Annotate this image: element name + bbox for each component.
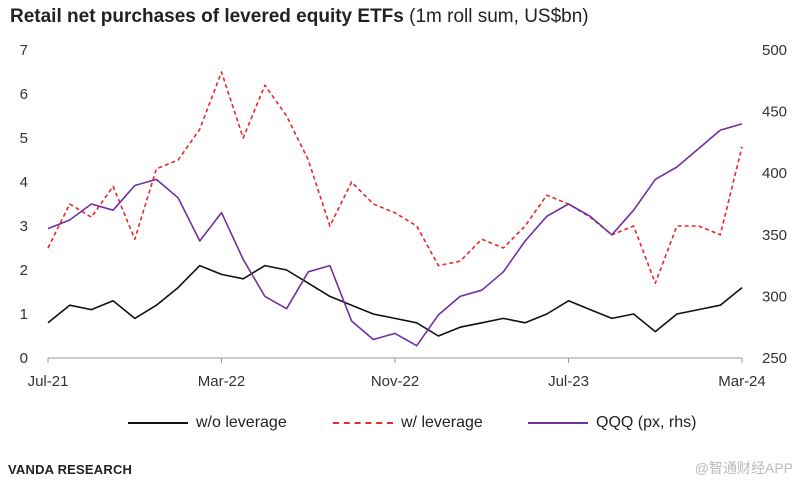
legend-item-without-leverage: w/o leverage <box>128 414 287 432</box>
right-y-axis: 250 300 350 400 450 500 <box>762 42 787 367</box>
legend-label: QQQ (px, rhs) <box>596 414 697 431</box>
legend-label: w/ leverage <box>401 414 483 431</box>
right-y-tick-label: 250 <box>762 350 787 367</box>
legend-swatch-black <box>128 422 188 424</box>
left-y-tick-label: 0 <box>20 350 28 367</box>
left-y-tick-label: 3 <box>20 218 28 235</box>
legend-swatch-red <box>333 422 393 424</box>
legend-swatch-purple <box>528 422 588 424</box>
legend: w/o leverage w/ leverage QQQ (px, rhs) <box>0 414 805 438</box>
x-axis: Jul-21 Mar-22 Nov-22 Jul-23 Mar-24 <box>28 357 766 390</box>
legend-label: w/o leverage <box>196 414 287 431</box>
left-y-tick-label: 7 <box>20 42 28 59</box>
x-tick-label: Mar-22 <box>198 373 246 390</box>
series-lines <box>47 71 743 347</box>
left-y-axis: 0 1 2 3 4 5 6 7 <box>20 42 28 367</box>
line-chart: 0 1 2 3 4 5 6 7 250 300 350 400 450 500 Jul-21 Mar-22… <box>20 42 787 390</box>
right-y-tick-label: 300 <box>762 288 787 305</box>
legend-item-with-leverage: w/ leverage <box>333 414 483 432</box>
x-tick-label: Mar-24 <box>718 373 766 390</box>
x-tick-label: Jul-21 <box>28 373 69 390</box>
chart-title: Retail net purchases of levered equity E… <box>10 6 589 28</box>
chart-subtitle: (1m roll sum, US$bn) <box>409 6 589 27</box>
x-tick-label: Jul-23 <box>548 373 589 390</box>
right-y-tick-label: 500 <box>762 42 787 59</box>
left-y-tick-label: 1 <box>20 306 28 323</box>
watermark: @智通财经APP <box>694 460 793 476</box>
left-y-tick-label: 4 <box>20 174 28 191</box>
left-y-tick-label: 6 <box>20 86 28 103</box>
right-y-tick-label: 350 <box>762 227 787 244</box>
series-line-2 <box>47 123 743 347</box>
left-y-tick-label: 2 <box>20 262 28 279</box>
chart-title-main: Retail net purchases of levered equity E… <box>10 6 404 27</box>
x-tick-label: Nov-22 <box>371 373 419 390</box>
series-line-0 <box>47 264 743 337</box>
left-y-tick-label: 5 <box>20 130 28 147</box>
source-label: VANDA RESEARCH <box>8 462 133 477</box>
right-y-tick-label: 450 <box>762 104 787 121</box>
series-line-1 <box>47 71 743 285</box>
legend-item-qqq: QQQ (px, rhs) <box>528 414 696 432</box>
right-y-tick-label: 400 <box>762 165 787 182</box>
